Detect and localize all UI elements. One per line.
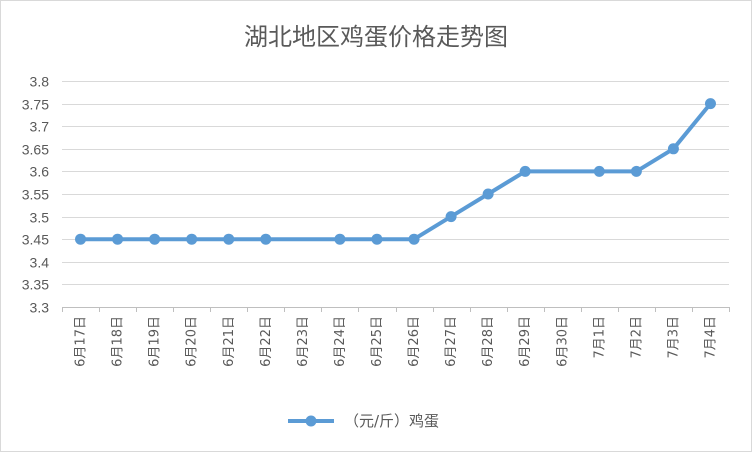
y-tick-label: 3.3: [30, 300, 50, 316]
data-point: [223, 233, 235, 245]
y-tick-label: 3.45: [22, 232, 49, 248]
y-tick-label: 3.35: [22, 277, 49, 293]
x-axis-ticks: 6月17日 6月18日 6月19日 6月20日 6月21日 6月22日 6月23日 6月24日…: [62, 307, 730, 367]
data-point: [704, 98, 716, 110]
data-point: [260, 233, 272, 245]
x-tick-label: 6月26日: [407, 316, 422, 367]
x-tick-label: 6月20日: [185, 316, 200, 367]
data-point: [112, 233, 124, 245]
x-tick-label: 6月17日: [74, 316, 89, 367]
x-tick-label: 6月25日: [370, 316, 385, 367]
x-tick-label: 6月22日: [259, 316, 274, 367]
data-point: [519, 165, 531, 177]
y-tick-label: 3.65: [22, 142, 49, 158]
x-tick-label: 7月2日: [629, 316, 644, 359]
y-tick-label: 3.55: [22, 187, 49, 203]
series-line: [80, 102, 713, 242]
data-point: [482, 188, 494, 200]
x-tick-label: 6月18日: [111, 316, 126, 367]
x-tick-label: 7月3日: [666, 316, 681, 359]
y-tick-label: 3.75: [22, 97, 49, 113]
data-point: [334, 233, 346, 245]
series-layer: [75, 98, 716, 245]
x-tick-label: 6月27日: [444, 316, 459, 367]
legend-label: （元/斤）鸡蛋: [344, 412, 439, 430]
x-tick-label: 6月28日: [481, 316, 496, 367]
x-tick-label: 6月30日: [555, 316, 570, 367]
y-tick-label: 3.7: [30, 119, 50, 135]
y-tick-label: 3.6: [30, 164, 50, 180]
legend: （元/斤）鸡蛋: [288, 412, 439, 430]
legend-marker: [305, 415, 317, 427]
chart-title: 湖北地区鸡蛋价格走势图: [244, 23, 508, 51]
y-tick-label: 3.4: [30, 255, 50, 271]
data-point: [75, 233, 87, 245]
data-point: [630, 165, 642, 177]
data-point: [408, 233, 420, 245]
y-tick-label: 3.8: [30, 74, 50, 90]
data-point: [371, 233, 383, 245]
x-tick-label: 6月24日: [333, 316, 348, 367]
grid-layer: [62, 81, 729, 308]
data-point: [186, 233, 198, 245]
data-point: [445, 211, 457, 223]
y-axis-ticks: 3.3 3.35 3.4 3.45 3.5 3.55 3.6 3.65 3.7 3.75 3.8: [22, 74, 49, 316]
y-tick-label: 3.5: [30, 210, 50, 226]
x-tick-label: 6月29日: [518, 316, 533, 367]
x-tick-label: 7月1日: [592, 316, 607, 359]
data-point: [667, 143, 679, 155]
x-tick-label: 7月4日: [703, 316, 718, 359]
x-tick-label: 6月19日: [148, 316, 163, 367]
x-tick-label: 6月23日: [296, 316, 311, 367]
data-point: [593, 165, 605, 177]
x-tick-label: 6月21日: [222, 316, 237, 367]
data-point: [149, 233, 161, 245]
